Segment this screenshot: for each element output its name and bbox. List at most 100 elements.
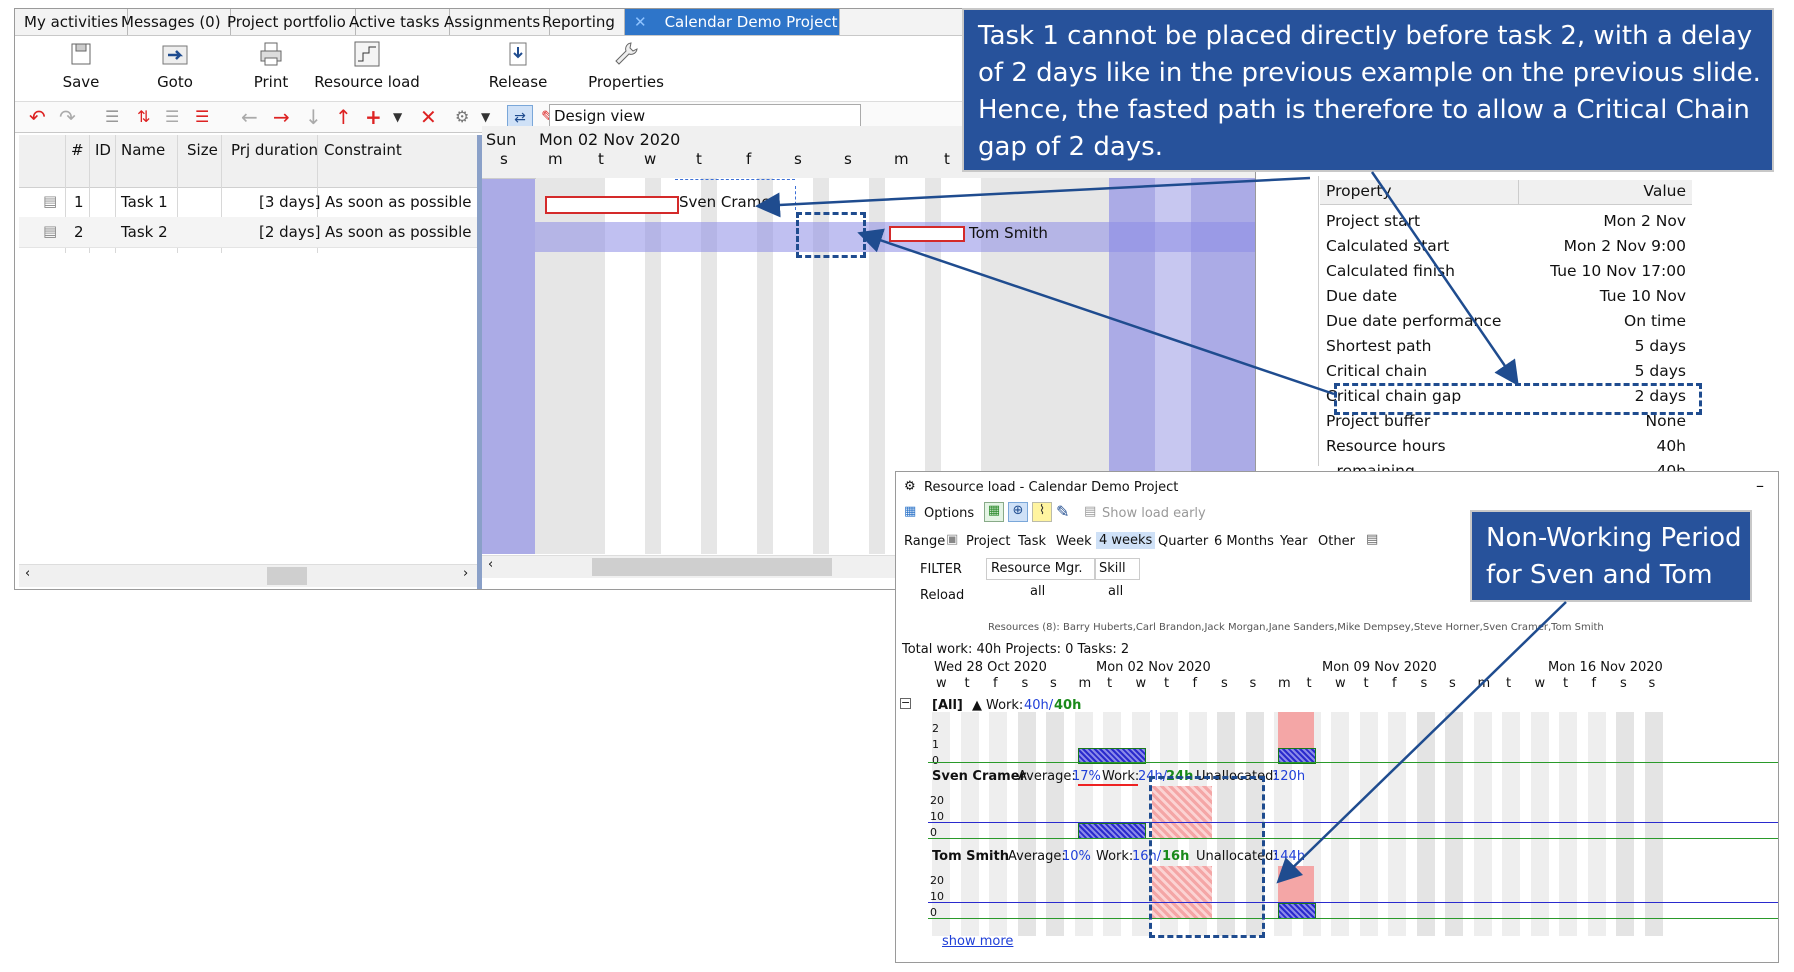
table-row[interactable]: ▤ 2 Task 2 [2 days] As soon as possible (19, 217, 477, 248)
load-day-column (960, 712, 979, 936)
properties-button[interactable]: Properties (581, 39, 671, 91)
scroll-thumb[interactable] (592, 558, 832, 576)
add-icon[interactable]: + (365, 105, 382, 129)
splitter-handle[interactable] (477, 135, 482, 589)
tab-project-portfolio[interactable]: Project portfolio (218, 9, 356, 35)
load-day-label: m (1078, 676, 1092, 691)
range-project[interactable]: Project (966, 534, 1011, 549)
edit-icon[interactable]: ✎ (1056, 502, 1070, 521)
insert-row-icon[interactable]: ☰ (195, 107, 210, 126)
tab-assignments[interactable]: Assignments (435, 9, 551, 35)
close-icon[interactable]: ✕ (634, 13, 647, 31)
tab-label: Calendar Demo Project (664, 13, 838, 31)
tab-reporting[interactable]: Reporting (533, 9, 625, 35)
load-day-column (1502, 712, 1520, 936)
scroll-thumb[interactable] (267, 567, 307, 585)
property-row: Shortest path 5 days (1326, 337, 1686, 355)
export-icon[interactable]: ▤ (1366, 532, 1379, 547)
save-button[interactable]: Save (51, 39, 111, 91)
release-icon (509, 42, 527, 66)
arrow-left-icon[interactable]: ← (241, 105, 258, 129)
scroll-left-icon[interactable]: ‹ (488, 557, 494, 572)
resource-mgr-filter-all[interactable]: all (1030, 584, 1046, 599)
range-quarter[interactable]: Quarter (1158, 534, 1209, 549)
load-day-column (1644, 712, 1663, 936)
minimize-icon[interactable]: – (1756, 476, 1764, 495)
load-day-label: s (1249, 676, 1257, 691)
tab-my-activities[interactable]: My activities (15, 9, 129, 35)
property-row: Due date Tue 10 Nov (1326, 287, 1686, 305)
settings-icon[interactable]: ⚙ (455, 107, 470, 126)
chevron-down-icon[interactable]: ▼ (481, 110, 491, 124)
show-load-early-button[interactable]: Show load early (1102, 506, 1206, 521)
load-day-column (1388, 712, 1406, 936)
week-header: Mon 09 Nov 2020 (1322, 660, 1437, 675)
goto-button[interactable]: Goto (145, 39, 205, 91)
range-6-months[interactable]: 6 Months (1214, 534, 1274, 549)
tab-calendar-demo-project[interactable]: ✕ Calendar Demo Project (625, 9, 840, 35)
undo-icon[interactable]: ↶ (29, 105, 46, 129)
delete-icon[interactable]: ✕ (420, 105, 437, 129)
col-size[interactable]: Size (187, 141, 218, 159)
zoom-icon[interactable]: ⊕ (1008, 502, 1028, 522)
reload-button[interactable]: Reload (920, 588, 965, 603)
range-4-weeks[interactable]: 4 weeks (1096, 532, 1156, 549)
options-icon[interactable]: ▦ (904, 504, 917, 519)
arrow-right-icon[interactable]: → (273, 105, 290, 129)
resource-load-button[interactable]: Resource load (307, 39, 427, 91)
all-work-label: Work: (986, 698, 1024, 713)
redo-icon[interactable]: ↷ (59, 105, 76, 129)
arrow-up-icon[interactable]: ↑ (335, 105, 352, 129)
task2-bar[interactable] (889, 226, 965, 242)
range-task[interactable]: Task (1018, 534, 1047, 549)
view-select[interactable]: Design view (549, 104, 861, 130)
load-day-label: s (1050, 676, 1057, 691)
load-day-label: s (1420, 676, 1428, 691)
load-day-column (1046, 712, 1064, 936)
arrow-down-icon[interactable]: ↓ (305, 105, 322, 129)
skill-filter-all[interactable]: all (1108, 584, 1124, 599)
sven-cramer-label: Sven Cramer (932, 769, 1026, 784)
property-row: Critical chain 5 days (1326, 362, 1686, 380)
tom-work: 16h/ (1132, 849, 1162, 864)
load-day-column (1017, 712, 1036, 936)
col-name[interactable]: Name (121, 141, 166, 159)
load-day-label: f (993, 676, 998, 691)
total-work-summary: Total work: 40h Projects: 0 Tasks: 2 (902, 642, 1130, 657)
col-duration[interactable]: Prj duration (231, 141, 319, 159)
range-week[interactable]: Week (1056, 534, 1092, 549)
indent-icon[interactable]: ☰ (105, 107, 120, 126)
grid-view-icon[interactable]: ▦ (984, 502, 1004, 522)
tab-messages[interactable]: Messages (0) (112, 9, 231, 35)
col-num[interactable]: # (71, 141, 84, 159)
gantt-date-header: Mon 02 Nov 2020 (539, 130, 681, 149)
col-id[interactable]: ID (95, 141, 111, 159)
scroll-left-icon[interactable]: ‹ (25, 566, 31, 581)
load-day-label: t (1306, 676, 1312, 691)
release-button[interactable]: Release (483, 39, 553, 91)
task2-resource-label: Tom Smith (969, 224, 1048, 242)
move-rows-icon[interactable]: ⇅ (137, 107, 151, 126)
chevron-down-icon[interactable]: ▼ (393, 110, 403, 124)
task1-bar[interactable] (545, 196, 679, 214)
outdent-icon[interactable]: ☰ (165, 107, 180, 126)
tab-active-tasks[interactable]: Active tasks (340, 9, 450, 35)
load-day-column (1416, 712, 1435, 936)
print-label: Print (253, 73, 289, 91)
col-constraint[interactable]: Constraint (324, 141, 402, 159)
grid-scrollbar[interactable]: ‹ › (19, 564, 477, 587)
load-chart-icon[interactable]: ⌇ (1032, 502, 1052, 522)
collapse-icon[interactable]: − (900, 696, 911, 709)
load-day-label: t (964, 676, 970, 691)
gantt-scrollbar[interactable]: ‹ (482, 555, 902, 578)
tab-bar: My activities Messages (0) Project portf… (15, 9, 1255, 36)
options-button[interactable]: Options (924, 506, 975, 521)
show-more-link[interactable]: show more (942, 934, 1014, 949)
range-other[interactable]: Other (1318, 534, 1355, 549)
task-grid-header: # ID Name Size Prj duration Constraint (19, 135, 477, 188)
range-year[interactable]: Year (1280, 534, 1308, 549)
print-button[interactable]: Print (241, 39, 301, 91)
nonworking-sunday-col (482, 134, 542, 554)
scroll-right-icon[interactable]: › (463, 566, 469, 581)
show-load-early-icon[interactable]: ▤ (1084, 504, 1097, 519)
